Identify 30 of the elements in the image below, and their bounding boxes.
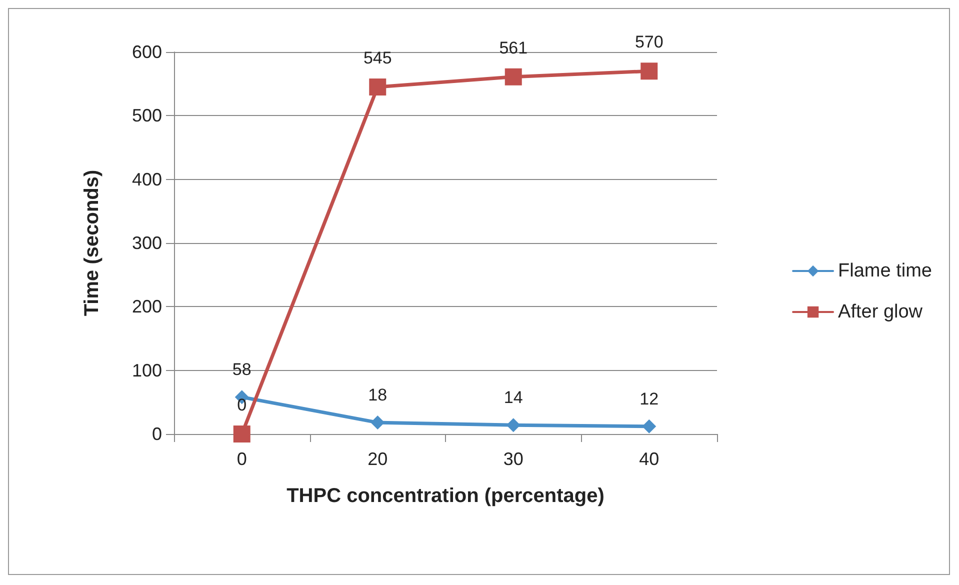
y-tick-label: 400 xyxy=(132,169,162,190)
point xyxy=(504,68,522,86)
point xyxy=(370,416,385,430)
point xyxy=(233,426,250,442)
y-tick-label: 200 xyxy=(132,296,162,317)
x-tick-label: 20 xyxy=(368,449,388,469)
data-label: 12 xyxy=(640,389,659,408)
data-label: 14 xyxy=(504,388,523,408)
x-tick-label: 30 xyxy=(503,449,524,469)
y-tick-label: 500 xyxy=(132,106,162,126)
legend-label: Flame time xyxy=(838,260,932,282)
y-axis-title: Time (seconds) xyxy=(81,170,103,316)
x-axis-title: THPC concentration (percentage) xyxy=(286,485,604,507)
point xyxy=(640,62,658,80)
data-label: 0 xyxy=(237,396,247,414)
y-tick-label: 300 xyxy=(132,233,162,253)
data-label: 545 xyxy=(363,48,392,68)
x-tick-label: 0 xyxy=(236,449,247,469)
point xyxy=(506,418,520,432)
data-label: 561 xyxy=(499,38,528,58)
y-tick-label: 600 xyxy=(132,42,162,62)
data-label: 18 xyxy=(368,386,388,405)
point xyxy=(642,419,656,434)
data-label: 570 xyxy=(634,32,664,52)
x-tick-label: 40 xyxy=(639,449,660,469)
y-tick-label: 0 xyxy=(152,424,162,444)
data-label: 58 xyxy=(232,360,252,380)
y-tick-label: 100 xyxy=(132,360,162,380)
legend-label: After glow xyxy=(838,302,923,322)
point xyxy=(369,78,386,96)
